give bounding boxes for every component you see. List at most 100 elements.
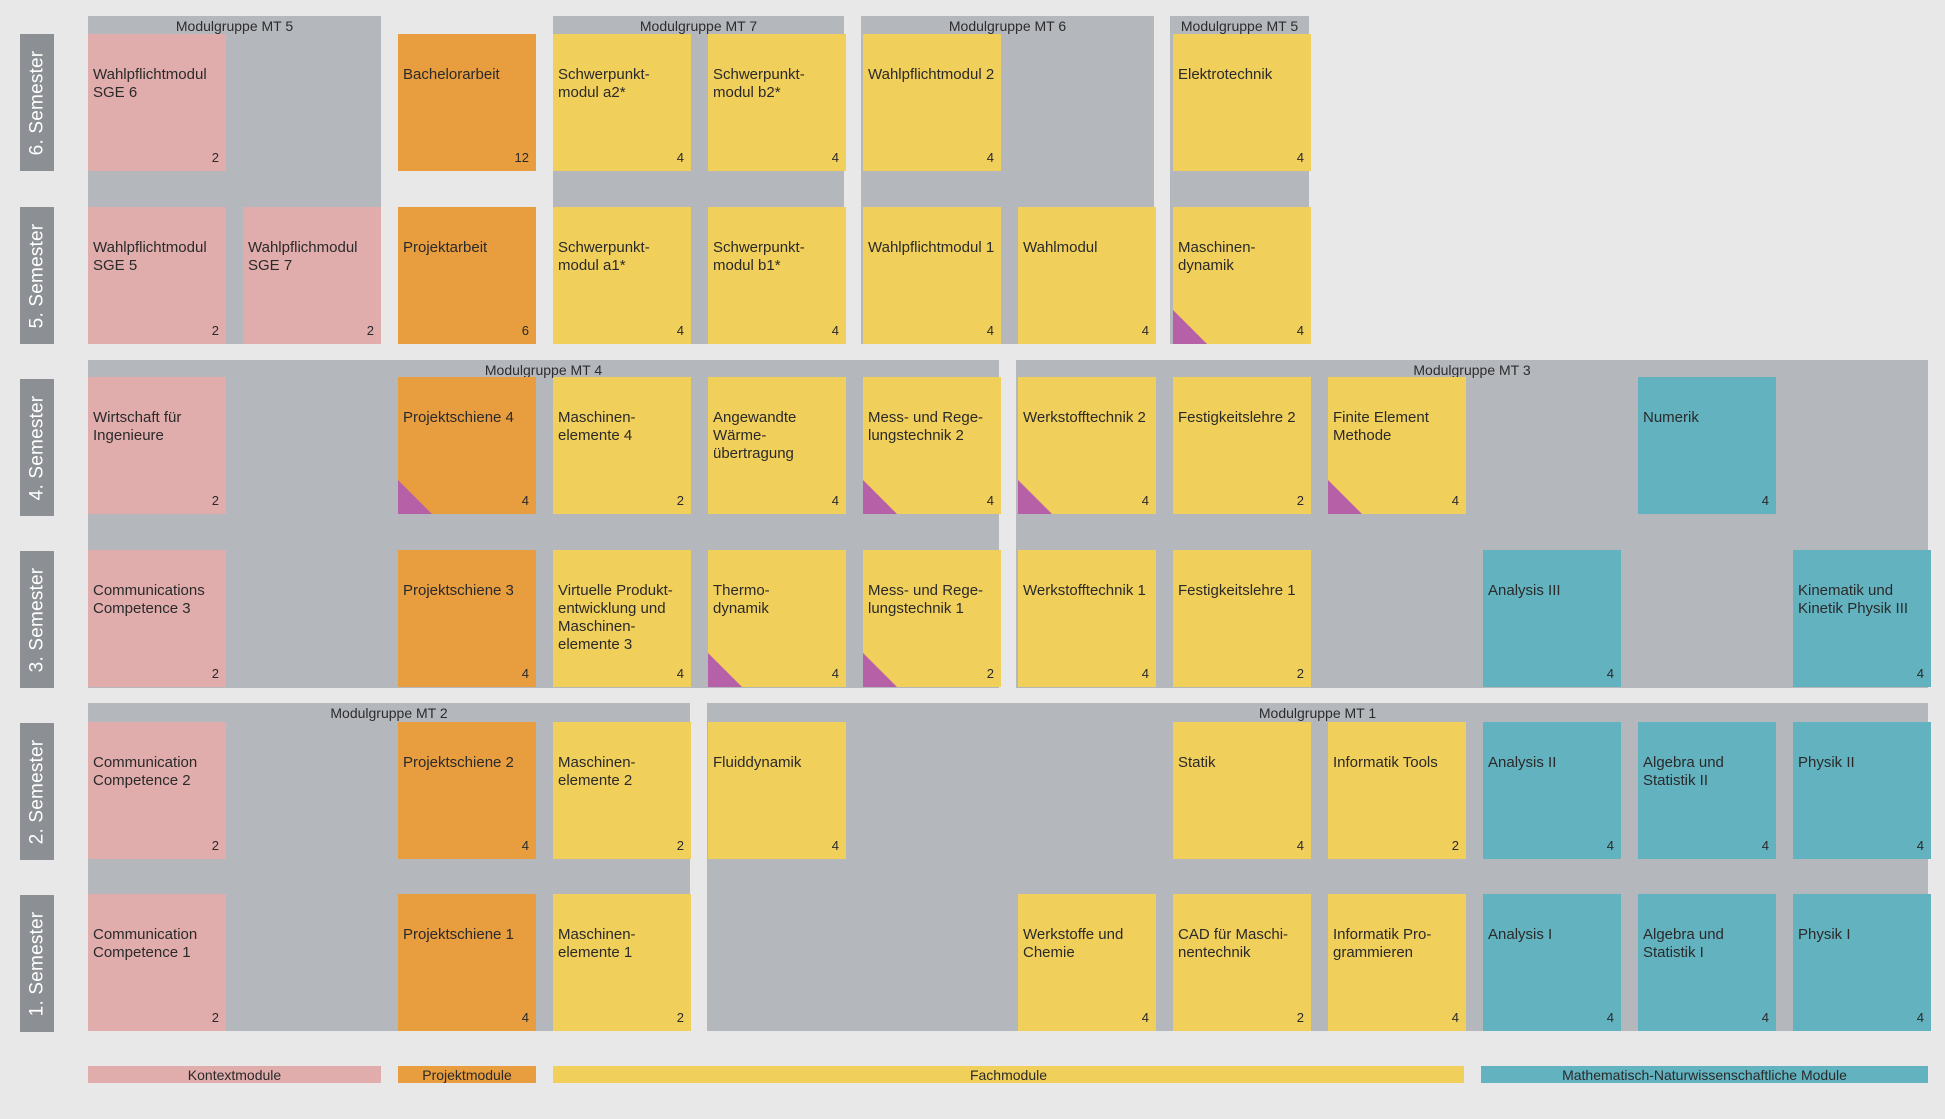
module-card[interactable]: Werkstoffe und Chemie 4 [1018,894,1156,1031]
semester-label-5: 5. Semester [20,207,54,344]
module-card[interactable]: Analysis I 4 [1483,894,1621,1031]
legend-mathe: Mathematisch-Naturwissenschaftliche Modu… [1481,1066,1928,1083]
module-card[interactable]: Informatik Pro- grammieren 4 [1328,894,1466,1031]
module-credits: 2 [211,1010,219,1025]
module-card[interactable]: Wirtschaft für Ingenieure 2 [88,377,226,514]
module-card[interactable]: Werkstofftechnik 1 4 [1018,550,1156,687]
module-name: Projektschiene 3 [403,582,514,599]
module-group-title: Modulgruppe MT 3 [1413,362,1531,378]
module-card[interactable]: Projektschiene 3 4 [398,550,536,687]
module-card[interactable]: CAD für Maschi- nentechnik 2 [1173,894,1311,1031]
module-credits: 4 [1141,493,1149,508]
module-card[interactable]: Maschinen- elemente 1 2 [553,894,691,1031]
module-credits: 4 [831,150,839,165]
module-card[interactable]: Wahlpflichtmodul SGE 5 2 [88,207,226,344]
module-group-title: Modulgruppe MT 5 [1180,18,1299,34]
module-card[interactable]: Mess- und Rege- lungstechnik 2 4 [863,377,1001,514]
module-credits: 2 [676,1010,684,1025]
module-name: Werkstofftechnik 1 [1023,582,1146,599]
module-credits: 2 [211,666,219,681]
module-card[interactable]: Projektschiene 1 4 [398,894,536,1031]
module-credits: 2 [1296,666,1304,681]
module-card[interactable]: Festigkeitslehre 1 2 [1173,550,1311,687]
legend-fach: Fachmodule [553,1066,1464,1083]
semester-label-text: 6. Semester [26,50,48,155]
module-card[interactable]: Projektarbeit 6 [398,207,536,344]
module-card[interactable]: Schwerpunkt- modul b2* 4 [708,34,846,171]
module-card[interactable]: Wahlpflichtmodul SGE 6 2 [88,34,226,171]
module-name: Communications Competence 3 [93,582,205,617]
module-name: Schwerpunkt- modul a1* [558,239,650,274]
module-card[interactable]: Analysis II 4 [1483,722,1621,859]
module-card[interactable]: Physik I 4 [1793,894,1931,1031]
module-name: Maschinen- elemente 1 [558,926,636,961]
module-card[interactable]: Thermo- dynamik 4 [708,550,846,687]
module-card[interactable]: Angewandte Wärme- übertragung 4 [708,377,846,514]
module-card[interactable]: Kinematik und Kinetik Physik III 4 [1793,550,1931,687]
module-card[interactable]: Fluiddynamik 4 [708,722,846,859]
module-card[interactable]: Werkstofftechnik 2 4 [1018,377,1156,514]
module-card[interactable]: Schwerpunkt- modul a1* 4 [553,207,691,344]
module-card[interactable]: Schwerpunkt- modul a2* 4 [553,34,691,171]
module-credits: 4 [986,493,994,508]
module-name: Maschinen- elemente 4 [558,409,636,444]
module-credits: 2 [1451,838,1459,853]
module-name: Wahlpflichtmodul SGE 6 [93,66,207,101]
module-card[interactable]: Maschinen- dynamik 4 [1173,207,1311,344]
module-credits: 4 [1141,666,1149,681]
module-name: CAD für Maschi- nentechnik [1178,926,1289,961]
module-name: Finite Element Methode [1333,409,1429,444]
module-card[interactable]: Wahlpflichmodul SGE 7 2 [243,207,381,344]
module-card[interactable]: Statik 4 [1173,722,1311,859]
module-group-title: Modulgruppe MT 7 [639,18,758,34]
module-name: Bachelorarbeit [403,66,500,83]
module-card[interactable]: Wahlpflichtmodul 2 4 [863,34,1001,171]
module-card[interactable]: Virtuelle Produkt- entwicklung und Masch… [553,550,691,687]
module-marker-triangle [708,653,742,687]
module-card[interactable]: Finite Element Methode 4 [1328,377,1466,514]
module-card[interactable]: Elektrotechnik 4 [1173,34,1311,171]
module-name: Maschinen- dynamik [1178,239,1256,274]
module-name: Algebra und Statistik II [1643,754,1724,789]
module-card[interactable]: Wahlmodul 4 [1018,207,1156,344]
module-card[interactable]: Communication Competence 1 2 [88,894,226,1031]
module-card[interactable]: Communication Competence 2 2 [88,722,226,859]
module-card[interactable]: Wahlpflichtmodul 1 4 [863,207,1001,344]
module-card[interactable]: Analysis III 4 [1483,550,1621,687]
module-credits: 2 [211,323,219,338]
module-card[interactable]: Projektschiene 2 4 [398,722,536,859]
module-credits: 4 [1296,838,1304,853]
module-card[interactable]: Maschinen- elemente 4 2 [553,377,691,514]
module-name: Projektschiene 2 [403,754,514,771]
module-credits: 4 [986,150,994,165]
module-marker-triangle [1018,480,1052,514]
module-card[interactable]: Mess- und Rege- lungstechnik 1 2 [863,550,1001,687]
module-card[interactable]: Algebra und Statistik I 4 [1638,894,1776,1031]
module-card[interactable]: Algebra und Statistik II 4 [1638,722,1776,859]
module-card[interactable]: Bachelorarbeit 12 [398,34,536,171]
semester-label-text: 1. Semester [26,911,48,1016]
module-credits: 4 [1761,1010,1769,1025]
module-name: Kinematik und Kinetik Physik III [1798,582,1909,617]
module-card[interactable]: Physik II 4 [1793,722,1931,859]
module-card[interactable]: Projektschiene 4 4 [398,377,536,514]
module-name: Schwerpunkt- modul b2* [713,66,805,101]
module-card[interactable]: Schwerpunkt- modul b1* 4 [708,207,846,344]
module-credits: 6 [521,323,529,338]
module-name: Projektschiene 1 [403,926,514,943]
module-name: Analysis II [1488,754,1557,771]
module-card[interactable]: Informatik Tools 2 [1328,722,1466,859]
module-name: Mess- und Rege- lungstechnik 1 [868,582,984,617]
module-credits: 4 [831,666,839,681]
module-credits: 4 [676,150,684,165]
module-credits: 4 [1606,1010,1614,1025]
module-card[interactable]: Numerik 4 [1638,377,1776,514]
module-name: Schwerpunkt- modul a2* [558,66,650,101]
module-card[interactable]: Festigkeitslehre 2 2 [1173,377,1311,514]
module-credits: 4 [1916,666,1924,681]
module-card[interactable]: Communications Competence 3 2 [88,550,226,687]
module-credits: 2 [676,838,684,853]
semester-label-text: 5. Semester [26,223,48,328]
module-card[interactable]: Maschinen- elemente 2 2 [553,722,691,859]
module-name: Communication Competence 2 [93,754,198,789]
